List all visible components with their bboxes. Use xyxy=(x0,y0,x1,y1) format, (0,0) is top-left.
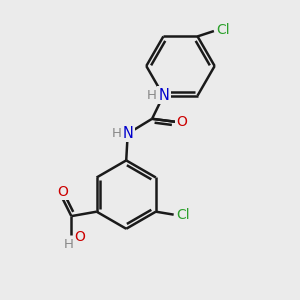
Text: H: H xyxy=(112,127,122,140)
Text: N: N xyxy=(123,126,134,141)
Text: O: O xyxy=(176,115,187,129)
Text: H: H xyxy=(147,88,157,101)
Text: Cl: Cl xyxy=(216,22,230,37)
Text: Cl: Cl xyxy=(176,208,190,222)
Text: O: O xyxy=(74,230,85,244)
Text: N: N xyxy=(158,88,169,103)
Text: O: O xyxy=(57,185,68,199)
Text: H: H xyxy=(64,238,74,251)
